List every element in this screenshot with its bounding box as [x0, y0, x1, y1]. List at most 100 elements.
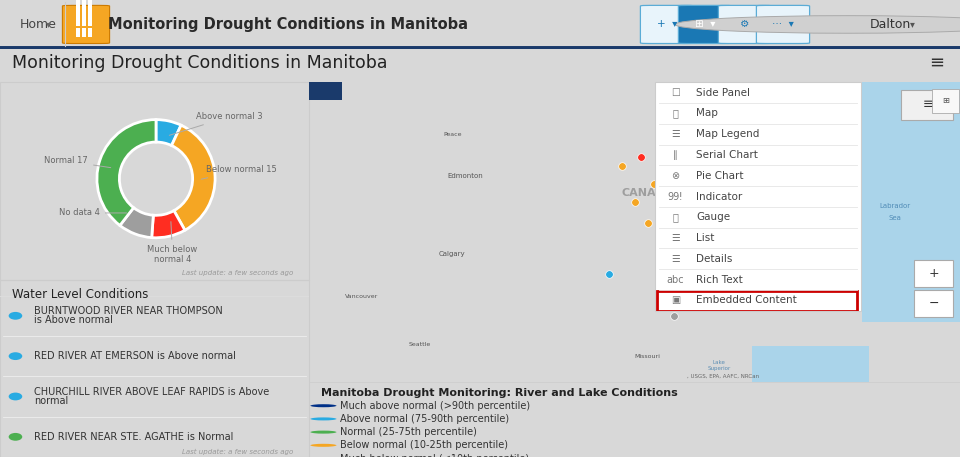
Text: ⊞  ▾: ⊞ ▾ — [695, 20, 715, 29]
Text: No data 4: No data 4 — [59, 208, 127, 218]
Wedge shape — [152, 211, 185, 238]
Text: Map: Map — [696, 108, 718, 118]
Circle shape — [310, 430, 336, 434]
Text: Last update: a few seconds ago: Last update: a few seconds ago — [182, 270, 294, 276]
FancyBboxPatch shape — [915, 290, 953, 317]
Text: ≡: ≡ — [929, 54, 945, 72]
Text: ▣: ▣ — [671, 295, 680, 305]
Text: ▾: ▾ — [46, 20, 51, 29]
Text: abc: abc — [666, 275, 684, 285]
Bar — [82, 0, 86, 16]
Text: Seattle: Seattle — [409, 342, 431, 347]
Text: ≡: ≡ — [923, 98, 933, 111]
Text: ⚙: ⚙ — [740, 20, 750, 29]
Circle shape — [310, 404, 336, 407]
Text: Last update: a few seconds ago: Last update: a few seconds ago — [182, 449, 294, 455]
FancyBboxPatch shape — [752, 345, 869, 382]
FancyBboxPatch shape — [862, 82, 960, 322]
Text: +  ▾: + ▾ — [657, 20, 677, 29]
Text: ⊗: ⊗ — [671, 171, 680, 181]
Text: Vancouver: Vancouver — [345, 294, 378, 299]
Text: Below normal 15: Below normal 15 — [202, 165, 277, 179]
Text: −: − — [928, 297, 939, 310]
Wedge shape — [97, 120, 156, 225]
Text: Normal 17: Normal 17 — [44, 156, 110, 168]
Text: Calgary: Calgary — [439, 251, 466, 257]
Text: ⬜: ⬜ — [672, 108, 679, 118]
Text: Sea: Sea — [888, 215, 901, 221]
Bar — [76, 11, 80, 26]
Text: CHURCHILL RIVER ABOVE LEAF RAPIDS is Above: CHURCHILL RIVER ABOVE LEAF RAPIDS is Abo… — [34, 387, 269, 397]
Bar — [88, 11, 92, 26]
Text: RED RIVER NEAR STE. AGATHE is Normal: RED RIVER NEAR STE. AGATHE is Normal — [34, 432, 233, 442]
Circle shape — [675, 16, 960, 33]
Text: Below normal (10-25th percentile): Below normal (10-25th percentile) — [341, 440, 509, 450]
Text: Water Level Conditions: Water Level Conditions — [12, 287, 149, 301]
Text: Normal (25-75th percentile): Normal (25-75th percentile) — [341, 427, 477, 437]
Circle shape — [310, 444, 336, 447]
FancyBboxPatch shape — [679, 5, 732, 43]
Text: Much above normal (>90th percentile): Much above normal (>90th percentile) — [341, 401, 531, 411]
Text: Embedded Content: Embedded Content — [696, 295, 797, 305]
Circle shape — [9, 433, 22, 441]
Text: Pie Chart: Pie Chart — [696, 171, 743, 181]
Text: Dalton: Dalton — [870, 18, 911, 31]
Text: Rich Text: Rich Text — [696, 275, 743, 285]
Text: ∥: ∥ — [673, 150, 678, 160]
Bar — [82, 11, 86, 26]
Text: ☰: ☰ — [671, 233, 680, 243]
FancyBboxPatch shape — [756, 5, 809, 43]
Text: Side Panel: Side Panel — [696, 88, 750, 98]
Text: Map Legend: Map Legend — [696, 129, 759, 139]
Text: Missouri: Missouri — [635, 354, 660, 359]
Text: Monitoring Drought Conditions in Manitoba: Monitoring Drought Conditions in Manitob… — [12, 54, 388, 72]
Text: ☰: ☰ — [671, 129, 680, 139]
Text: List: List — [696, 233, 714, 243]
Text: Home: Home — [20, 18, 57, 31]
Text: ☐: ☐ — [671, 88, 680, 98]
Text: Bay: Bay — [745, 141, 759, 150]
Bar — [88, 28, 92, 37]
Text: Serial Chart: Serial Chart — [696, 150, 757, 160]
FancyBboxPatch shape — [778, 127, 960, 292]
FancyBboxPatch shape — [718, 5, 772, 43]
Text: Above normal 3: Above normal 3 — [169, 112, 263, 135]
Text: normal: normal — [34, 396, 68, 406]
Text: Much below normal (<10th percentile): Much below normal (<10th percentile) — [341, 453, 530, 457]
Wedge shape — [120, 207, 154, 238]
FancyBboxPatch shape — [657, 291, 857, 311]
Text: Details: Details — [696, 254, 732, 264]
Text: ⌖: ⌖ — [672, 213, 679, 222]
Circle shape — [9, 352, 22, 360]
Text: Much below
normal 4: Much below normal 4 — [148, 222, 198, 264]
Text: ⊞: ⊞ — [942, 96, 949, 105]
Text: ▾: ▾ — [910, 20, 915, 29]
Text: ☰: ☰ — [671, 254, 680, 264]
Text: is Above normal: is Above normal — [34, 315, 113, 325]
Text: +: + — [928, 267, 939, 280]
Text: ···  ▾: ··· ▾ — [772, 20, 794, 29]
Text: Peace: Peace — [444, 132, 462, 137]
FancyBboxPatch shape — [62, 5, 109, 43]
Text: , USGS, EPA, AAFC, NRCan: , USGS, EPA, AAFC, NRCan — [686, 374, 758, 378]
Text: 99ǃ: 99ǃ — [668, 191, 683, 202]
Bar — [76, 28, 80, 37]
Circle shape — [310, 417, 336, 420]
FancyBboxPatch shape — [640, 5, 693, 43]
Text: RED RIVER AT EMERSON is Above normal: RED RIVER AT EMERSON is Above normal — [34, 351, 236, 361]
Wedge shape — [156, 120, 181, 145]
FancyBboxPatch shape — [915, 260, 953, 287]
Bar — [76, 0, 80, 16]
Circle shape — [9, 393, 22, 400]
FancyBboxPatch shape — [901, 90, 953, 120]
Text: Edmonton: Edmonton — [447, 173, 483, 179]
Bar — [82, 28, 86, 37]
Text: CANADA: CANADA — [621, 188, 674, 198]
Bar — [88, 0, 92, 16]
FancyBboxPatch shape — [655, 82, 861, 311]
Text: Above normal (75-90th percentile): Above normal (75-90th percentile) — [341, 414, 510, 424]
Circle shape — [9, 312, 22, 320]
Text: Hudson: Hudson — [737, 126, 766, 135]
Text: Manitoba Drought Monitoring: River and Lake Conditions: Manitoba Drought Monitoring: River and L… — [321, 388, 678, 398]
FancyBboxPatch shape — [309, 82, 342, 100]
